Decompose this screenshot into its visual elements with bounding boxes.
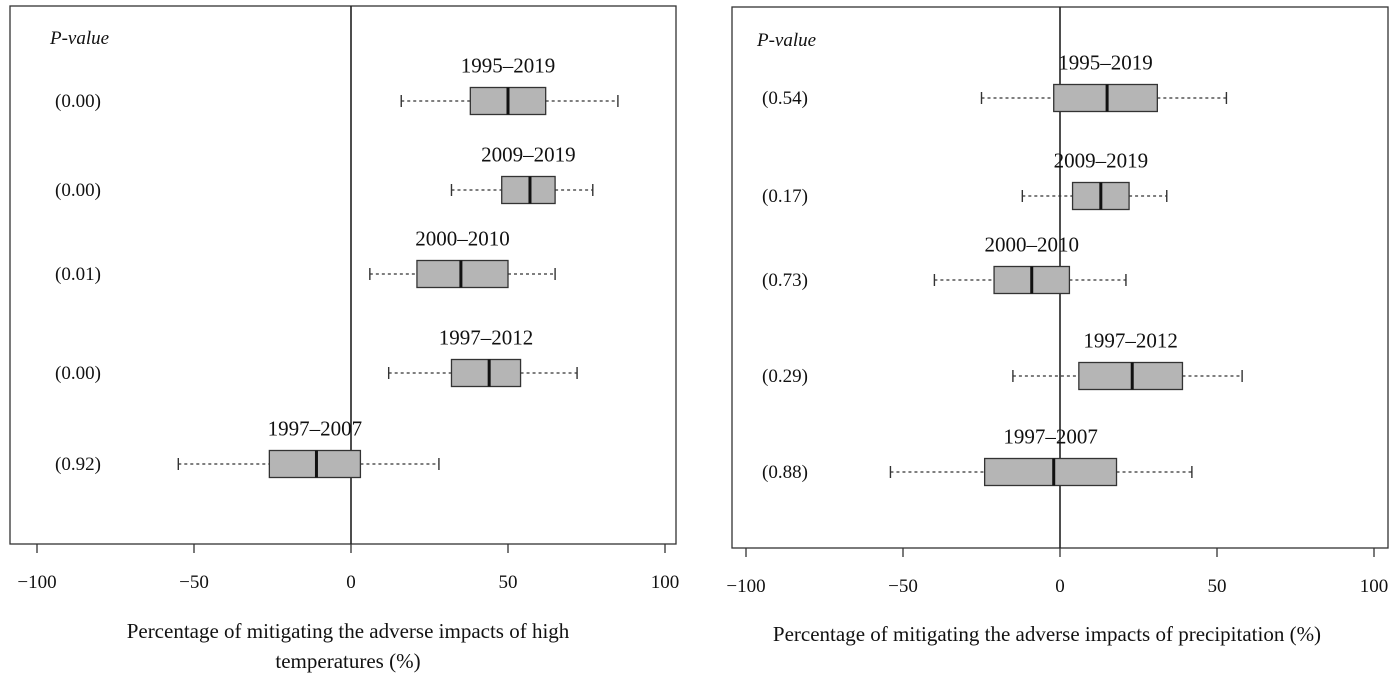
pvalue-label: (0.54) <box>762 88 808 109</box>
period-label: 2000–2010 <box>984 233 1079 257</box>
x-axis-label: temperatures (%) <box>275 649 420 673</box>
x-tick-label: 0 <box>346 572 356 593</box>
x-tick-label: −100 <box>726 576 765 597</box>
iqr-box <box>501 175 556 205</box>
x-tick-label: 50 <box>1208 576 1227 597</box>
pvalue-header: P-value <box>756 30 816 51</box>
box-2000–2010: (0.73) 2000–2010 <box>762 233 1127 295</box>
box-1995–2019: (0.54) 1995–2019 <box>762 51 1228 113</box>
panel-1: −100 −50 0 50 100 Percentage of mitigating th… <box>9 5 680 673</box>
x-tick-label: 100 <box>1360 576 1389 597</box>
pvalue-header: P-value <box>49 28 109 49</box>
period-label: 2000–2010 <box>415 227 510 251</box>
x-tick-label: 50 <box>499 572 518 593</box>
pvalue-label: (0.01) <box>55 264 101 285</box>
pvalue-label: (0.00) <box>55 180 101 201</box>
box-1997–2007: (0.92) 1997–2007 <box>55 417 440 479</box>
pvalue-label: (0.00) <box>55 91 101 112</box>
period-label: 2009–2019 <box>481 143 576 167</box>
pvalue-label: (0.73) <box>762 270 808 291</box>
pvalue-label: (0.00) <box>55 363 101 384</box>
box-2009–2019: (0.17) 2009–2019 <box>762 149 1168 211</box>
x-tick-label: −50 <box>888 576 918 597</box>
period-label: 1997–2012 <box>439 326 534 350</box>
period-label: 1995–2019 <box>461 54 556 78</box>
pvalue-label: (0.17) <box>762 186 808 207</box>
period-label: 1997–2012 <box>1083 329 1178 353</box>
iqr-box <box>983 457 1118 487</box>
iqr-box <box>416 259 509 289</box>
x-tick-label: −100 <box>17 572 56 593</box>
iqr-box <box>450 358 522 388</box>
pvalue-label: (0.88) <box>762 462 808 483</box>
period-label: 1997–2007 <box>1003 425 1098 449</box>
pvalue-label: (0.29) <box>762 366 808 387</box>
period-label: 1995–2019 <box>1058 51 1153 75</box>
box-1997–2012: (0.29) 1997–2012 <box>762 329 1243 391</box>
iqr-box <box>1053 83 1158 113</box>
x-tick-label: 0 <box>1055 576 1065 597</box>
x-axis-label: Percentage of mitigating the adverse imp… <box>127 619 570 643</box>
x-tick-label: 100 <box>651 572 680 593</box>
plot-frame <box>9 5 677 545</box>
box-2009–2019: (0.00) 2009–2019 <box>55 143 594 205</box>
x-axis-label: Percentage of mitigating the adverse imp… <box>773 622 1321 646</box>
iqr-box <box>1078 361 1184 391</box>
x-tick-label: −50 <box>179 572 209 593</box>
box-1997–2012: (0.00) 1997–2012 <box>55 326 578 388</box>
box-1995–2019: (0.00) 1995–2019 <box>55 54 619 116</box>
box-1997–2007: (0.88) 1997–2007 <box>762 425 1193 487</box>
period-label: 2009–2019 <box>1054 149 1149 173</box>
box-2000–2010: (0.01) 2000–2010 <box>55 227 556 289</box>
period-label: 1997–2007 <box>268 417 363 441</box>
iqr-box <box>268 449 362 479</box>
pvalue-label: (0.92) <box>55 454 101 475</box>
panel-2: −100 −50 0 50 100 Percentage of mitigating th… <box>726 6 1389 646</box>
